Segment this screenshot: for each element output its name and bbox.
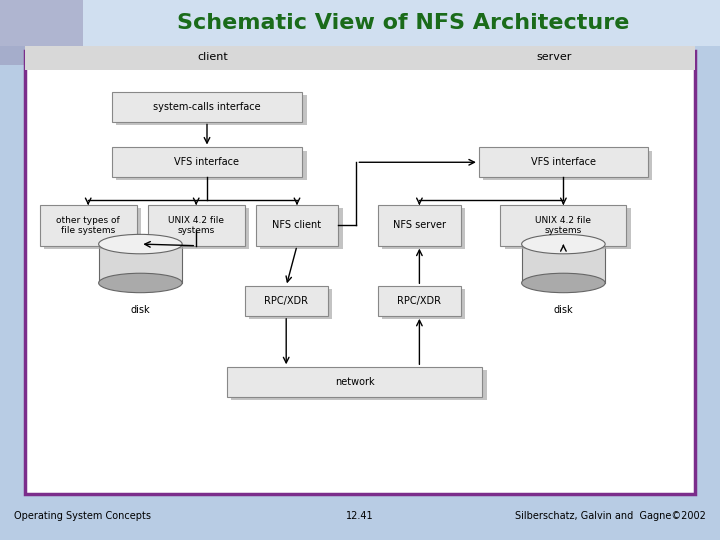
Ellipse shape	[521, 273, 605, 293]
Bar	[505, 208, 631, 249]
Bar	[99, 244, 182, 283]
Bar	[378, 205, 461, 246]
Text: disk: disk	[130, 305, 150, 315]
Text: Silberschatz, Galvin and  Gagne©2002: Silberschatz, Galvin and Gagne©2002	[515, 511, 706, 521]
Bar	[245, 286, 328, 316]
Text: RPC/XDR: RPC/XDR	[264, 296, 308, 306]
Bar	[500, 205, 626, 246]
Text: VFS interface: VFS interface	[174, 157, 240, 167]
Bar	[25, 51, 695, 494]
Text: NFS server: NFS server	[393, 220, 446, 231]
Bar	[378, 286, 461, 316]
Text: disk: disk	[554, 305, 573, 315]
Bar	[521, 244, 605, 283]
Text: other types of
file systems: other types of file systems	[56, 216, 120, 235]
Bar	[256, 205, 338, 246]
Bar	[0, 0, 83, 65]
Bar	[25, 46, 695, 70]
Ellipse shape	[521, 234, 605, 254]
Bar	[231, 370, 487, 400]
Bar	[116, 151, 307, 180]
Text: client: client	[197, 52, 228, 62]
Bar	[483, 151, 652, 180]
Text: VFS interface: VFS interface	[531, 157, 596, 167]
Bar	[152, 208, 249, 249]
Bar	[227, 367, 482, 397]
Bar	[112, 92, 302, 122]
Bar	[479, 147, 648, 177]
Bar	[40, 205, 137, 246]
Text: NFS client: NFS client	[272, 220, 322, 231]
Text: 12.41: 12.41	[346, 511, 374, 521]
Text: Operating System Concepts: Operating System Concepts	[14, 511, 151, 521]
Bar	[112, 147, 302, 177]
Bar	[249, 289, 332, 319]
Bar	[382, 289, 465, 319]
Ellipse shape	[99, 273, 182, 293]
Bar	[116, 95, 307, 125]
Bar	[260, 208, 343, 249]
Text: Schematic View of NFS Architecture: Schematic View of NFS Architecture	[177, 13, 629, 33]
Text: server: server	[536, 52, 572, 62]
Text: RPC/XDR: RPC/XDR	[397, 296, 441, 306]
Bar	[148, 205, 245, 246]
Bar	[382, 208, 465, 249]
Bar	[44, 208, 141, 249]
Text: UNIX 4.2 file
systems: UNIX 4.2 file systems	[168, 216, 224, 235]
Text: network: network	[335, 377, 374, 387]
Text: UNIX 4.2 file
systems: UNIX 4.2 file systems	[536, 216, 591, 235]
Ellipse shape	[99, 234, 182, 254]
Bar	[0, 0, 720, 46]
Text: system-calls interface: system-calls interface	[153, 102, 261, 112]
